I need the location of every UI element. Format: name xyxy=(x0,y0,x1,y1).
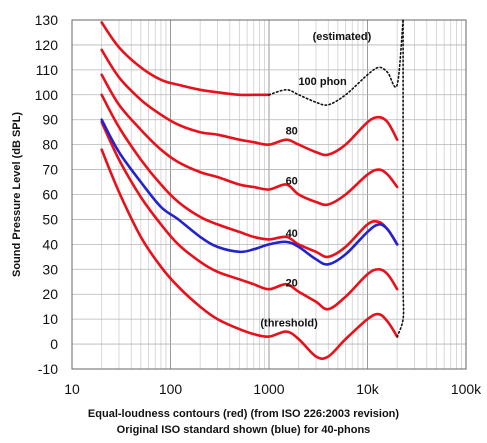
red-contour-4 xyxy=(100,48,399,157)
red-contour-1 xyxy=(100,120,399,311)
x-tick-label: 100 xyxy=(159,381,183,397)
caption-line-2: Original ISO standard shown (blue) for 4… xyxy=(116,424,371,436)
estimated-curve xyxy=(268,19,404,106)
blue-iso-curve xyxy=(100,118,399,266)
plot-frame xyxy=(71,19,467,370)
curve-label: 80 xyxy=(286,126,298,138)
curve-label: 100 phon xyxy=(298,76,347,88)
y-tick-label: 0 xyxy=(50,336,58,352)
red-contour-3 xyxy=(100,73,399,207)
y-tick-label: 130 xyxy=(35,12,59,28)
curve-label: 20 xyxy=(286,278,298,290)
curve-label: (estimated) xyxy=(313,31,372,43)
y-tick-label: 100 xyxy=(35,87,59,103)
red-contour-5 xyxy=(100,21,271,97)
y-tick-label: 40 xyxy=(42,236,58,252)
equal-loudness-chart: -10 0 10 20 30 40 50 60 70 80 90 100 110 120 130 10 100 1… xyxy=(11,12,482,397)
y-tick-label: 60 xyxy=(42,187,58,203)
curves xyxy=(100,19,405,360)
grid xyxy=(71,19,467,370)
estimated-curve xyxy=(396,19,405,338)
y-tick-label: 50 xyxy=(42,211,58,227)
red-contour-0 xyxy=(100,148,399,360)
caption-line-1: Equal-loudness contours (red) (from ISO … xyxy=(87,408,400,420)
red-contour-2 xyxy=(100,93,399,259)
curve-label: (threshold) xyxy=(260,318,318,330)
y-tick-label: -10 xyxy=(38,361,58,377)
y-tick-label: 110 xyxy=(36,62,59,78)
curve-label: 40 xyxy=(286,228,298,240)
y-tick-label: 120 xyxy=(35,37,59,53)
y-tick-label: 10 xyxy=(42,311,58,327)
y-tick-label: 80 xyxy=(42,137,58,153)
y-axis-label: Sound Pressure Level (dB SPL) xyxy=(11,112,23,277)
x-tick-label: 100k xyxy=(451,381,482,397)
curve-label: 60 xyxy=(286,176,298,188)
y-tick-label: 20 xyxy=(42,286,58,302)
y-tick-label: 70 xyxy=(42,162,58,178)
y-tick-label: 90 xyxy=(42,112,58,128)
y-tick-label: 30 xyxy=(42,261,58,277)
x-tick-label: 1000 xyxy=(253,381,284,397)
x-tick-label: 10 xyxy=(64,381,80,397)
x-tick-label: 10k xyxy=(356,381,380,397)
